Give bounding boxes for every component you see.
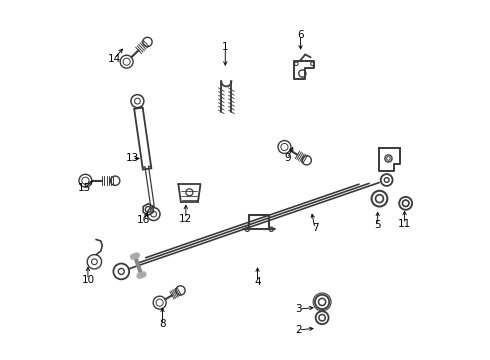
Text: 15: 15	[78, 183, 91, 193]
Text: 14: 14	[107, 54, 121, 64]
Text: 1: 1	[222, 42, 229, 52]
Text: 9: 9	[284, 153, 291, 163]
Text: 6: 6	[297, 30, 304, 40]
Text: 2: 2	[295, 325, 302, 335]
Text: 7: 7	[312, 224, 318, 233]
Text: 11: 11	[398, 219, 411, 229]
Text: 10: 10	[81, 275, 95, 285]
Text: 8: 8	[159, 319, 166, 329]
Text: 5: 5	[374, 220, 381, 230]
Text: 4: 4	[254, 277, 261, 287]
Text: 13: 13	[125, 153, 139, 163]
Text: 16: 16	[137, 215, 150, 225]
Text: 3: 3	[295, 304, 302, 314]
Text: 12: 12	[179, 214, 193, 224]
